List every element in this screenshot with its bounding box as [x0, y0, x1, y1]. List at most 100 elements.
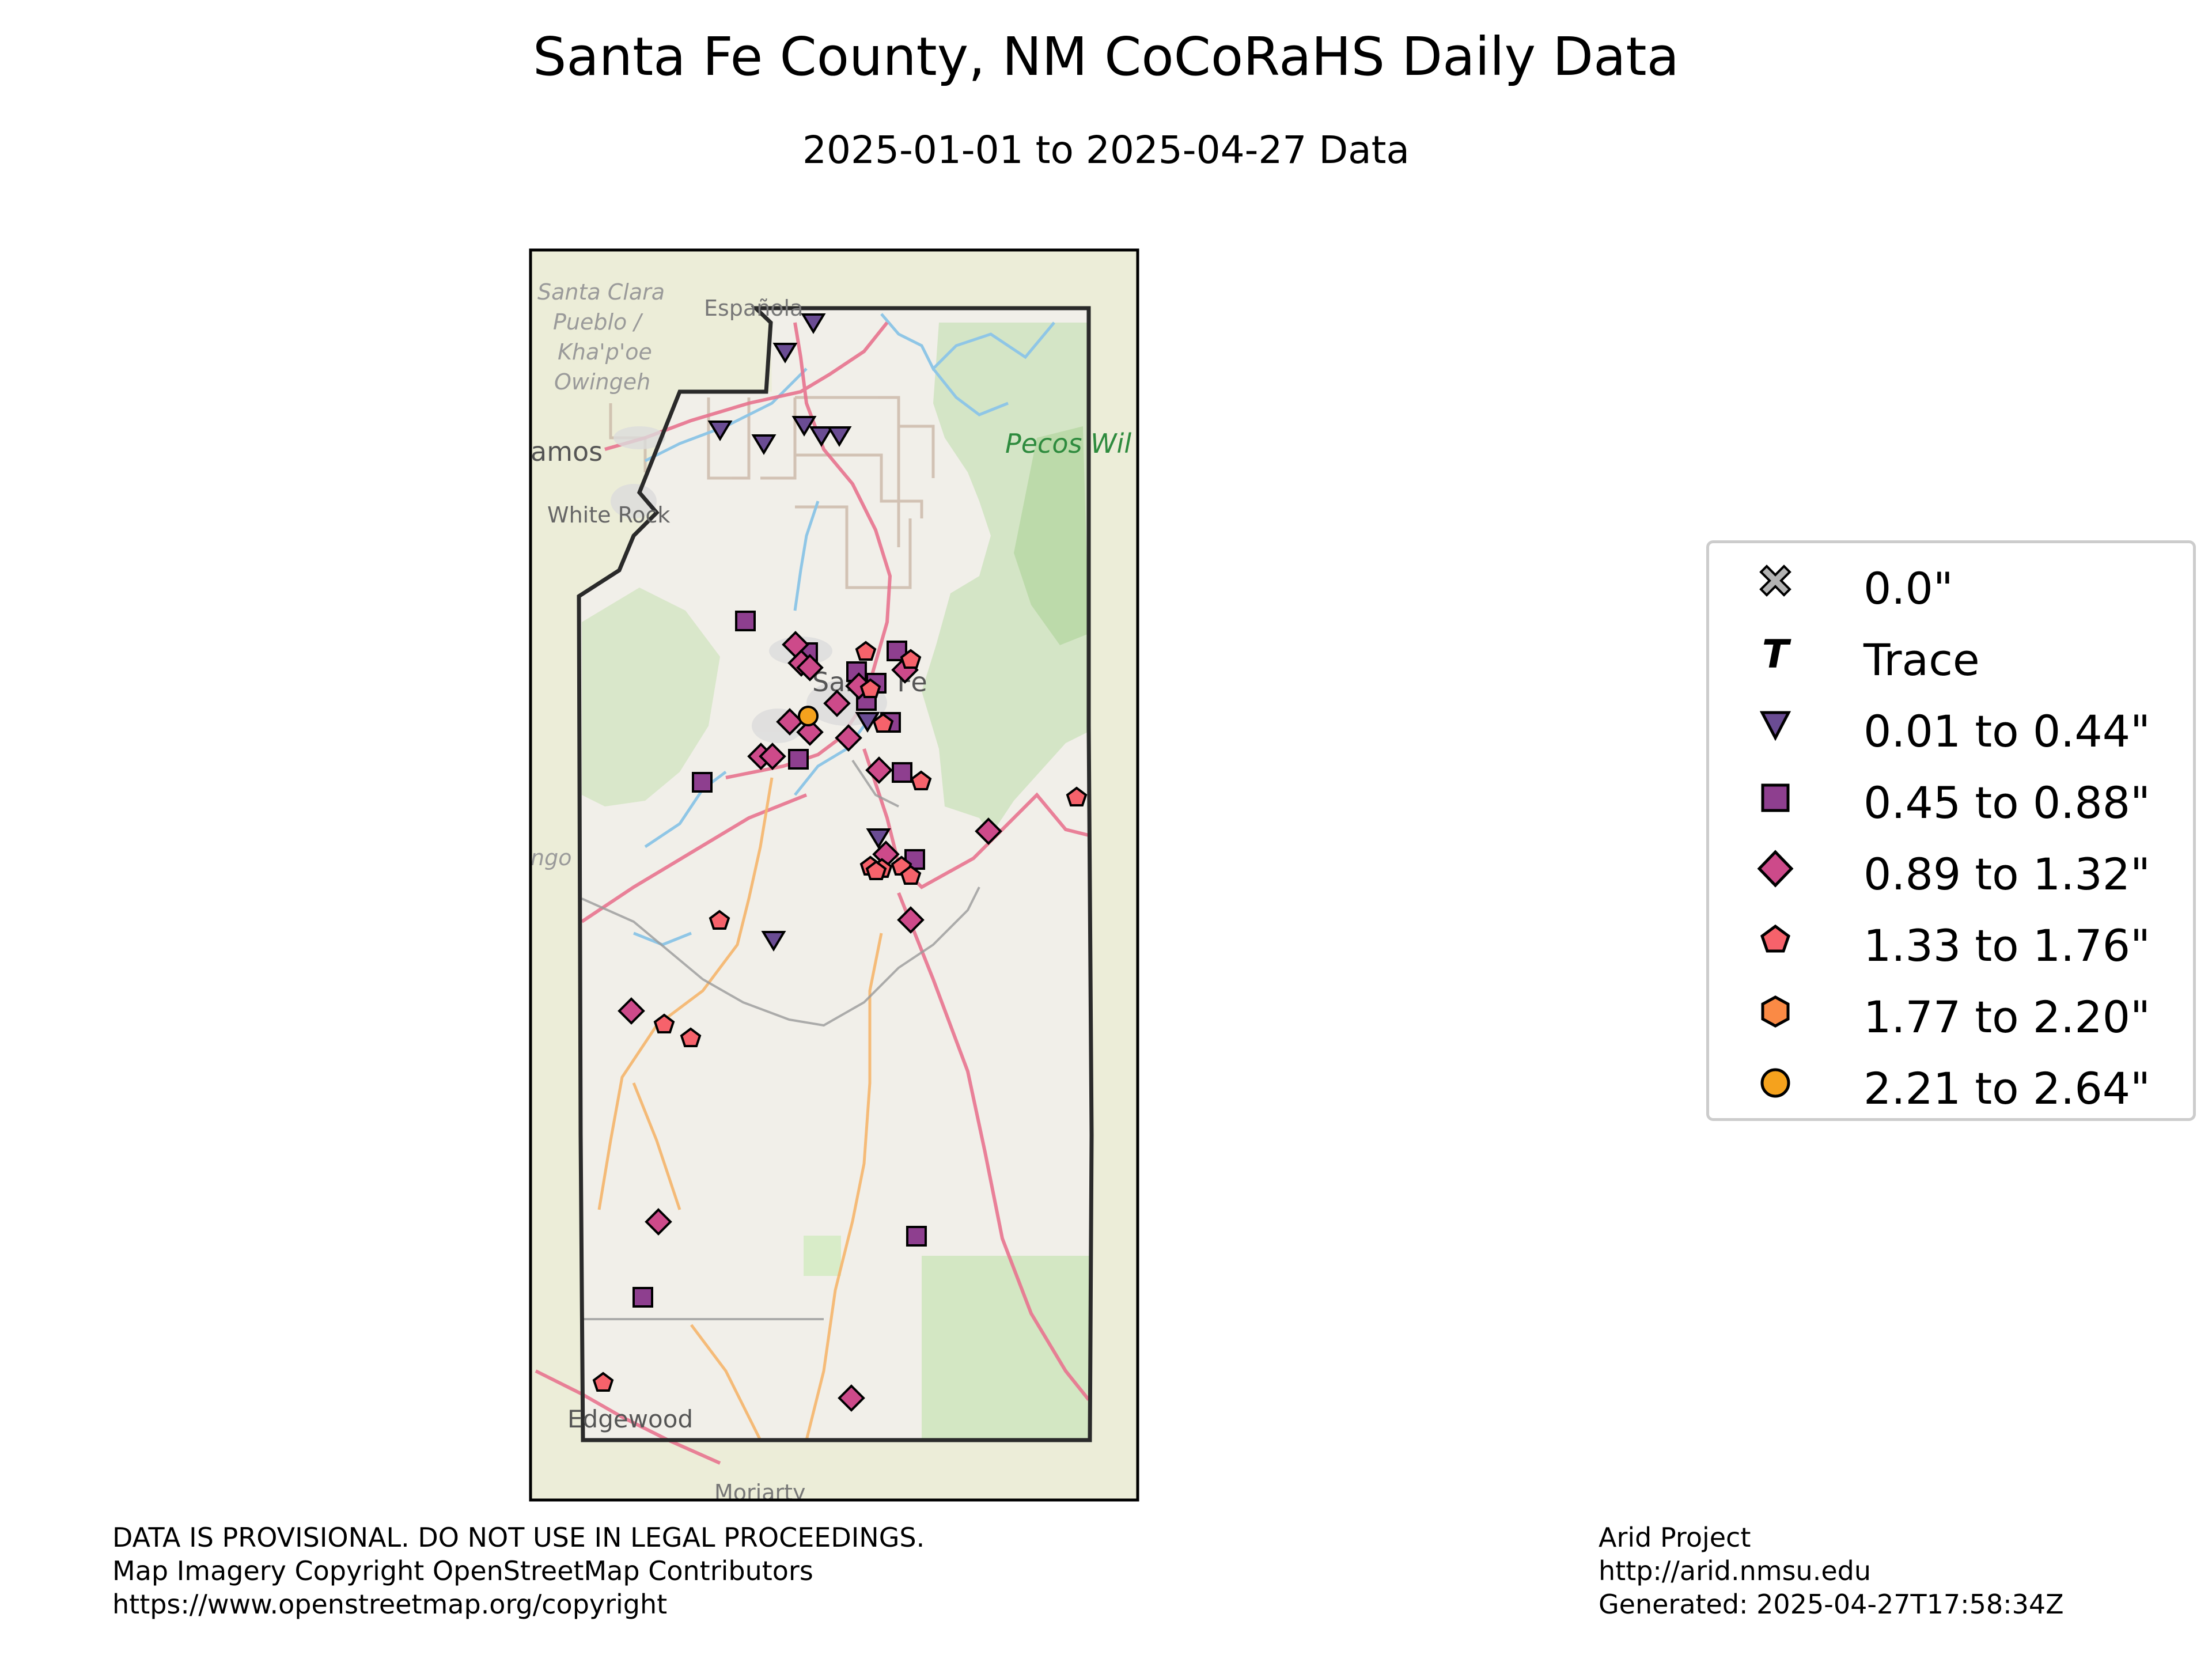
station-marker[interactable] [692, 772, 713, 793]
station-marker[interactable] [791, 416, 817, 437]
legend-item-2.21-to-2.64: 2.21 to 2.64" [1709, 1050, 2193, 1119]
station-marker[interactable] [809, 426, 834, 447]
station-marker[interactable] [872, 713, 894, 733]
station-marker[interactable] [796, 718, 824, 746]
station-marker[interactable] [865, 756, 893, 784]
wilderness-area [1014, 426, 1089, 645]
station-marker[interactable] [827, 426, 852, 447]
label-pueblo: Pueblo / [553, 309, 643, 335]
svg-text:T: T [1762, 632, 1791, 677]
legend: 0.0" T Trace 0.01 to 0.44" 0.45 to 0.88"… [1706, 540, 2196, 1121]
station-marker[interactable] [855, 641, 877, 661]
map-labels: Santa Clara Pueblo / Kha'p'oe Owingeh ng… [531, 279, 665, 870]
station-marker[interactable] [761, 931, 786, 952]
label-owingeh: Owingeh [554, 369, 650, 395]
legend-item-trace: T Trace [1709, 622, 2193, 691]
legend-label: 0.89 to 1.32" [1863, 849, 2151, 900]
label-khapoe: Kha'p'oe [558, 339, 652, 365]
legend-label: 0.0" [1863, 563, 1953, 614]
station-marker[interactable] [910, 770, 932, 790]
station-marker[interactable] [796, 654, 824, 681]
legend-item-zero: 0.0" [1709, 550, 2193, 619]
land-grant-boundaries [609, 396, 935, 589]
station-marker[interactable] [859, 678, 881, 698]
legend-label: 1.33 to 1.76" [1863, 920, 2151, 971]
legend-item-0.89-to-1.32: 0.89 to 1.32" [1709, 836, 2193, 905]
stations-2.21-to-2.64[interactable] [798, 706, 819, 726]
label-white-rock: White Rock [547, 502, 670, 528]
station-marker[interactable] [618, 997, 645, 1025]
label-edgewood: Edgewood [567, 1405, 693, 1433]
footer-credits: Arid Project http://arid.nmsu.edu Genera… [1599, 1521, 2064, 1621]
footer-link[interactable]: https://www.openstreetmap.org/copyright [112, 1589, 668, 1620]
station-marker[interactable] [645, 1208, 672, 1236]
map-frame [529, 248, 1139, 1502]
footer-disclaimer: DATA IS PROVISIONAL. DO NOT USE IN LEGAL… [112, 1521, 925, 1621]
stations-0.01-to-0.44[interactable] [707, 313, 891, 952]
county-boundary [577, 306, 1094, 1442]
label-pecos: Pecos Wil [1005, 428, 1131, 459]
footer-link[interactable]: http://arid.nmsu.edu [1599, 1555, 1871, 1586]
roads-major [535, 321, 1090, 1465]
station-marker[interactable] [592, 1372, 614, 1392]
circle-icon [1760, 1068, 1790, 1098]
station-marker[interactable] [900, 649, 922, 669]
hexagon-icon [1761, 995, 1790, 1028]
footer-line: Arid Project [1599, 1522, 1751, 1553]
legend-item-1.77-to-2.20: 1.77 to 2.20" [1709, 979, 2193, 1048]
grassland-area-small [804, 1236, 841, 1276]
station-marker[interactable] [900, 865, 922, 885]
station-marker[interactable] [632, 1287, 653, 1308]
station-marker[interactable] [897, 906, 925, 934]
station-marker[interactable] [866, 828, 891, 849]
roads-minor [597, 777, 883, 1441]
legend-label: 0.45 to 0.88" [1863, 777, 2151, 828]
station-marker[interactable] [1066, 786, 1088, 806]
station-marker[interactable] [906, 1226, 927, 1247]
station-markers[interactable] [592, 313, 1088, 1412]
station-marker[interactable] [776, 708, 804, 736]
pentagon-icon [1760, 924, 1790, 953]
station-marker[interactable] [680, 1027, 702, 1047]
station-marker[interactable] [709, 910, 730, 930]
x-cross-icon [1759, 565, 1791, 597]
station-marker[interactable] [835, 724, 862, 752]
footer-line: DATA IS PROVISIONAL. DO NOT USE IN LEGAL… [112, 1522, 925, 1553]
legend-item-0.45-to-0.88: 0.45 to 0.88" [1709, 764, 2193, 834]
legend-label: 1.77 to 2.20" [1863, 991, 2151, 1043]
station-marker[interactable] [772, 343, 798, 363]
station-marker[interactable] [865, 860, 887, 880]
map-title: Santa Fe County, NM CoCoRaHS Daily Data [533, 26, 1679, 88]
legend-label: Trace [1863, 634, 1980, 685]
legend-label: 2.21 to 2.64" [1863, 1063, 2151, 1114]
station-marker[interactable] [801, 313, 826, 334]
station-marker[interactable] [759, 743, 786, 770]
station-marker[interactable] [788, 749, 809, 770]
label-left-edge: ngo [531, 845, 571, 870]
map-subtitle: 2025-01-01 to 2025-04-27 Data [802, 128, 1410, 172]
station-marker[interactable] [751, 434, 777, 455]
stations-1.33-to-1.76[interactable] [592, 641, 1088, 1392]
station-marker[interactable] [798, 706, 819, 726]
station-marker[interactable] [838, 1384, 865, 1412]
diamond-icon [1757, 850, 1794, 888]
station-marker[interactable] [823, 690, 851, 717]
trace-t-icon: T [1762, 632, 1791, 677]
station-marker[interactable] [707, 421, 733, 441]
station-marker[interactable] [735, 611, 756, 631]
station-marker[interactable] [975, 817, 1002, 845]
footer-line: Map Imagery Copyright OpenStreetMap Cont… [112, 1555, 813, 1586]
station-marker[interactable] [892, 762, 912, 783]
station-marker[interactable] [653, 1013, 675, 1033]
footer-line: Generated: 2025-04-27T17:58:34Z [1599, 1589, 2064, 1620]
grassland-area-south [922, 1256, 1092, 1440]
triangle-down-icon [1759, 711, 1791, 741]
label-espanola: Española [704, 296, 803, 321]
station-marker[interactable] [855, 712, 880, 733]
label-los-alamos: amos [531, 436, 603, 467]
label-moriarty: Moriarty [714, 1480, 806, 1505]
legend-item-0.01-to-0.44: 0.01 to 0.44" [1709, 693, 2193, 762]
outside-county-area [531, 250, 1138, 1500]
legend-item-1.33-to-1.76: 1.33 to 1.76" [1709, 907, 2193, 976]
